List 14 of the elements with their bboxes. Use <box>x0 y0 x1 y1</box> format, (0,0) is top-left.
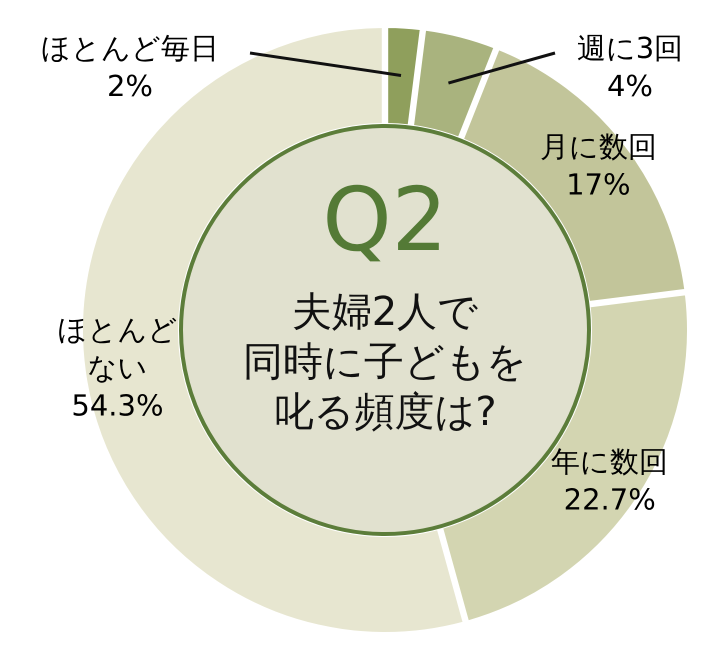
text: Q2 <box>322 168 448 271</box>
text: 夫婦2人で同時に子どもを叱る頻度は? <box>243 289 527 435</box>
slice-label: ほとんどない <box>57 312 178 384</box>
donut-slice <box>386 26 422 126</box>
donut-slice <box>412 28 496 139</box>
data-label: 22.7% <box>564 482 656 517</box>
slice-label: 週に3回 <box>576 31 684 65</box>
data-label: 17% <box>566 168 631 202</box>
slice-label: ほとんど毎日 <box>41 31 219 65</box>
slice-label: 月に数回 <box>540 130 657 164</box>
data-label: 54.3% <box>71 388 164 422</box>
data-label: 2% <box>106 69 154 103</box>
data-label: 4% <box>606 69 654 103</box>
slice-label: 年に数回 <box>551 444 668 479</box>
